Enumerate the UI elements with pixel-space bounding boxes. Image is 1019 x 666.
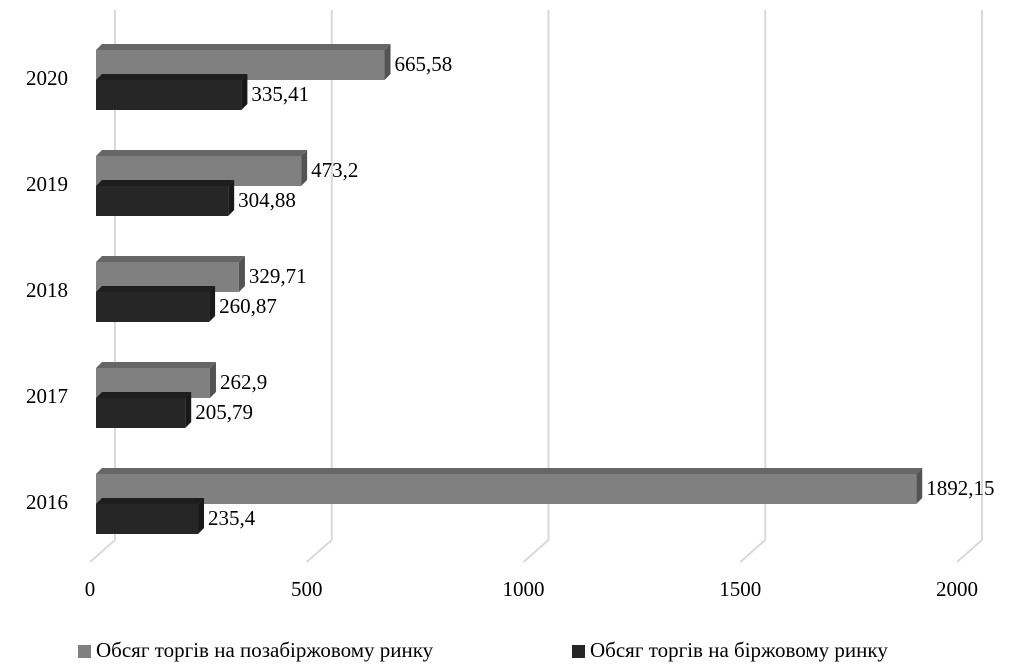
value-label: 304,88 (238, 188, 296, 212)
grid-floor (306, 539, 333, 563)
value-label: 235,4 (208, 506, 256, 530)
value-label: 335,41 (251, 82, 309, 106)
bar (96, 398, 186, 428)
x-tick-label: 2000 (936, 577, 978, 601)
value-label: 329,71 (249, 264, 307, 288)
bar-top (96, 362, 216, 368)
bar (96, 186, 229, 216)
value-label: 665,58 (395, 52, 453, 76)
bar-side (209, 362, 216, 398)
bar-top (96, 256, 245, 262)
bar-side (301, 150, 308, 186)
y-tick-label: 2020 (26, 66, 68, 90)
bar-top (96, 392, 192, 398)
x-tick-label: 500 (291, 577, 323, 601)
legend-swatch (572, 645, 585, 658)
value-label: 473,2 (311, 158, 358, 182)
x-tick-label: 1500 (719, 577, 761, 601)
grid-floor (739, 539, 766, 563)
bar-top (96, 498, 205, 504)
bar (96, 504, 199, 534)
y-tick-label: 2018 (26, 278, 68, 302)
bar-side (185, 392, 192, 428)
value-label: 262,9 (220, 370, 267, 394)
bar-top (96, 468, 923, 474)
y-tick-label: 2017 (26, 384, 68, 408)
value-label: 260,87 (219, 294, 277, 318)
bar (96, 474, 917, 504)
bar (96, 292, 210, 322)
bar-side (238, 256, 245, 292)
bar-top (96, 286, 216, 292)
bar-side (241, 74, 248, 110)
bar-side (384, 44, 391, 80)
bar (96, 80, 242, 110)
grid-floor (89, 539, 116, 563)
x-tick-label: 1000 (503, 577, 545, 601)
bar-side (228, 180, 235, 216)
bar-side (916, 468, 923, 504)
grid-floor (956, 539, 983, 563)
value-label: 205,79 (195, 400, 253, 424)
bar-top (96, 150, 308, 156)
legend-label: Обсяг торгів на біржовому ринку (590, 638, 888, 662)
legend-swatch (78, 645, 91, 658)
value-label: 1892,15 (926, 476, 994, 500)
bar-side (209, 286, 216, 322)
bar-side (198, 498, 205, 534)
bar-top (96, 44, 391, 50)
legend-label: Обсяг торгів на позабіржовому ринку (96, 638, 434, 662)
y-tick-label: 2019 (26, 172, 68, 196)
x-tick-label: 0 (85, 577, 96, 601)
grid-floor (522, 539, 550, 563)
bar-top (96, 180, 235, 186)
bar-top (96, 74, 248, 80)
y-tick-label: 2016 (26, 490, 68, 514)
